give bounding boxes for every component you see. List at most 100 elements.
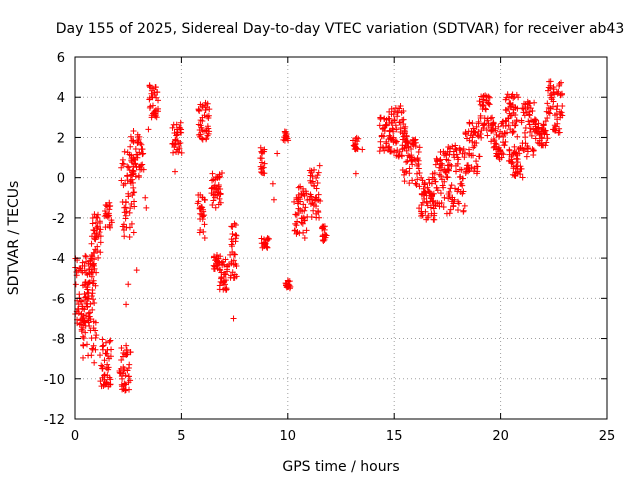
data-point (302, 204, 309, 211)
data-point (442, 150, 449, 157)
data-point (108, 219, 115, 226)
data-point (200, 208, 207, 215)
data-point (102, 208, 109, 215)
data-point (404, 138, 411, 145)
data-point (452, 145, 459, 152)
axis-ticks: 0 5 10 15 20 25 -12 -10 -8 -6 -4 -2 0 2 4 6 (44, 51, 616, 444)
data-point (446, 210, 453, 217)
data-point (502, 123, 509, 130)
data-point (132, 173, 139, 180)
data-point (176, 124, 183, 131)
data-point (201, 221, 208, 228)
data-point (477, 112, 484, 119)
data-point (81, 290, 88, 297)
data-point (94, 247, 101, 254)
data-point (419, 212, 426, 219)
data-point (215, 182, 222, 189)
data-point (403, 139, 410, 146)
data-point (88, 273, 95, 280)
data-point (178, 149, 185, 156)
data-point (102, 379, 109, 386)
data-point (308, 213, 315, 220)
data-point (459, 150, 466, 157)
data-point (80, 354, 87, 361)
data-point (292, 211, 299, 218)
data-point (270, 196, 277, 203)
data-point (477, 130, 484, 137)
data-point (143, 204, 150, 211)
data-point (446, 188, 453, 195)
data-point (122, 180, 129, 187)
data-point (146, 83, 153, 90)
data-point (430, 190, 437, 197)
data-point (445, 157, 452, 164)
data-point (416, 170, 423, 177)
data-point (101, 371, 108, 378)
data-point (216, 195, 223, 202)
data-point (487, 115, 494, 122)
data-point (415, 149, 422, 156)
data-point (81, 263, 88, 270)
data-point (210, 197, 217, 204)
data-point (513, 155, 520, 162)
data-point (89, 220, 96, 227)
data-point (258, 155, 265, 162)
data-point (556, 129, 563, 136)
data-point (217, 199, 224, 206)
data-point (124, 177, 131, 184)
data-point (401, 178, 408, 185)
data-point (140, 166, 147, 173)
data-point (544, 100, 551, 107)
data-point (445, 166, 452, 173)
data-point (102, 339, 109, 346)
data-point (231, 251, 238, 258)
y-axis-label: SDTVAR / TECUs (6, 181, 22, 296)
data-point (147, 103, 154, 110)
data-point (531, 116, 538, 123)
data-point (544, 135, 551, 142)
data-point (399, 130, 406, 137)
data-point (452, 168, 459, 175)
data-point (474, 132, 481, 139)
data-point (437, 172, 444, 179)
data-point (397, 103, 404, 110)
data-point (98, 362, 105, 369)
data-point (433, 155, 440, 162)
data-point (475, 120, 482, 127)
data-point (92, 334, 99, 341)
data-point (126, 361, 133, 368)
y-tick-label: -10 (44, 373, 65, 388)
data-point (525, 118, 532, 125)
data-point (97, 249, 104, 256)
data-point (76, 291, 83, 298)
data-point (386, 144, 393, 151)
data-point (149, 102, 156, 109)
data-point (105, 364, 112, 371)
data-point (508, 158, 515, 165)
data-point (465, 168, 472, 175)
data-point (459, 175, 466, 182)
data-point (217, 253, 224, 260)
data-point (139, 151, 146, 158)
data-point (413, 170, 420, 177)
data-point (416, 183, 423, 190)
data-point (519, 174, 526, 181)
data-point (515, 94, 522, 101)
data-point (93, 332, 100, 339)
data-point (120, 221, 127, 228)
data-point (76, 321, 83, 328)
data-point (460, 145, 467, 152)
data-point (107, 224, 114, 231)
data-point (140, 150, 147, 157)
data-point (528, 132, 535, 139)
data-point (382, 122, 389, 129)
data-point (503, 129, 510, 136)
data-point (269, 180, 276, 187)
data-point (282, 132, 289, 139)
data-point (432, 178, 439, 185)
data-point (518, 119, 525, 126)
data-point (462, 129, 469, 136)
data-point (122, 199, 129, 206)
data-point (93, 230, 100, 237)
data-point (106, 374, 113, 381)
